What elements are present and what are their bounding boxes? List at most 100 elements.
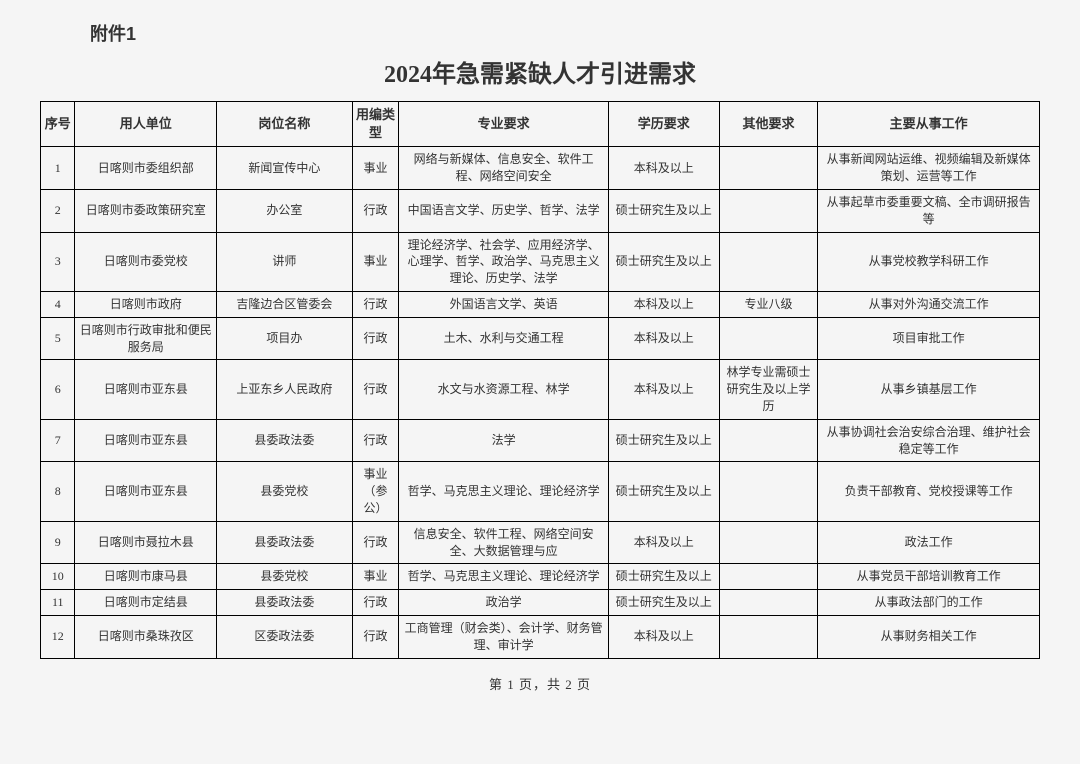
cell-work: 从事起草市委重要文稿、全市调研报告等 <box>818 189 1040 232</box>
cell-other <box>719 232 818 291</box>
cell-post: 上亚东乡人民政府 <box>217 360 352 419</box>
cell-unit: 日喀则市委党校 <box>75 232 217 291</box>
cell-seq: 9 <box>41 521 75 564</box>
cell-unit: 日喀则市桑珠孜区 <box>75 615 217 658</box>
page-title: 2024年急需紧缺人才引进需求 <box>40 54 1040 89</box>
cell-seq: 3 <box>41 232 75 291</box>
table-header-row: 序号 用人单位 岗位名称 用编类型 专业要求 学历要求 其他要求 主要从事工作 <box>41 102 1040 147</box>
cell-post: 讲师 <box>217 232 352 291</box>
header-other: 其他要求 <box>719 102 818 147</box>
cell-major: 土木、水利与交通工程 <box>399 317 608 360</box>
header-seq: 序号 <box>41 102 75 147</box>
cell-post: 县委政法委 <box>217 590 352 616</box>
cell-major: 理论经济学、社会学、应用经济学、心理学、哲学、政治学、马克思主义理论、历史学、法… <box>399 232 608 291</box>
cell-post: 办公室 <box>217 189 352 232</box>
table-row: 2日喀则市委政策研究室办公室行政中国语言文学、历史学、哲学、法学硕士研究生及以上… <box>41 189 1040 232</box>
cell-other: 林学专业需硕士研究生及以上学历 <box>719 360 818 419</box>
header-type: 用编类型 <box>352 102 399 147</box>
cell-edu: 硕士研究生及以上 <box>608 564 719 590</box>
cell-major: 信息安全、软件工程、网络空间安全、大数据管理与应 <box>399 521 608 564</box>
cell-work: 从事乡镇基层工作 <box>818 360 1040 419</box>
cell-seq: 11 <box>41 590 75 616</box>
cell-type: 事业 <box>352 147 399 190</box>
cell-work: 从事新闻网站运维、视频编辑及新媒体策划、运营等工作 <box>818 147 1040 190</box>
table-row: 11日喀则市定结县县委政法委行政政治学硕士研究生及以上从事政法部门的工作 <box>41 590 1040 616</box>
cell-type: 行政 <box>352 291 399 317</box>
cell-unit: 日喀则市康马县 <box>75 564 217 590</box>
cell-seq: 10 <box>41 564 75 590</box>
table-row: 7日喀则市亚东县县委政法委行政法学硕士研究生及以上从事协调社会治安综合治理、维护… <box>41 419 1040 462</box>
cell-other <box>719 462 818 521</box>
cell-edu: 本科及以上 <box>608 360 719 419</box>
table-row: 4日喀则市政府吉隆边合区管委会行政外国语言文学、英语本科及以上专业八级从事对外沟… <box>41 291 1040 317</box>
cell-major: 法学 <box>399 419 608 462</box>
cell-type: 行政 <box>352 615 399 658</box>
cell-post: 新闻宣传中心 <box>217 147 352 190</box>
header-post: 岗位名称 <box>217 102 352 147</box>
cell-seq: 8 <box>41 462 75 521</box>
cell-other <box>719 189 818 232</box>
cell-other <box>719 147 818 190</box>
cell-work: 从事党校教学科研工作 <box>818 232 1040 291</box>
cell-other: 专业八级 <box>719 291 818 317</box>
cell-edu: 本科及以上 <box>608 291 719 317</box>
header-work: 主要从事工作 <box>818 102 1040 147</box>
cell-edu: 硕士研究生及以上 <box>608 189 719 232</box>
cell-unit: 日喀则市亚东县 <box>75 462 217 521</box>
cell-other <box>719 317 818 360</box>
requirements-table: 序号 用人单位 岗位名称 用编类型 专业要求 学历要求 其他要求 主要从事工作 … <box>40 101 1040 659</box>
header-unit: 用人单位 <box>75 102 217 147</box>
cell-edu: 本科及以上 <box>608 147 719 190</box>
cell-other <box>719 419 818 462</box>
cell-major: 外国语言文学、英语 <box>399 291 608 317</box>
cell-major: 政治学 <box>399 590 608 616</box>
cell-edu: 本科及以上 <box>608 615 719 658</box>
cell-unit: 日喀则市委政策研究室 <box>75 189 217 232</box>
cell-seq: 6 <box>41 360 75 419</box>
table-row: 12日喀则市桑珠孜区区委政法委行政工商管理（财会类）、会计学、财务管理、审计学本… <box>41 615 1040 658</box>
cell-type: 行政 <box>352 189 399 232</box>
cell-other <box>719 564 818 590</box>
pagination: 第 1 页，共 2 页 <box>40 674 1040 693</box>
cell-major: 中国语言文学、历史学、哲学、法学 <box>399 189 608 232</box>
cell-type: 行政 <box>352 419 399 462</box>
cell-unit: 日喀则市定结县 <box>75 590 217 616</box>
header-major: 专业要求 <box>399 102 608 147</box>
cell-work: 从事政法部门的工作 <box>818 590 1040 616</box>
cell-work: 从事党员干部培训教育工作 <box>818 564 1040 590</box>
cell-edu: 硕士研究生及以上 <box>608 232 719 291</box>
cell-major: 网络与新媒体、信息安全、软件工程、网络空间安全 <box>399 147 608 190</box>
cell-major: 工商管理（财会类）、会计学、财务管理、审计学 <box>399 615 608 658</box>
cell-type: 行政 <box>352 521 399 564</box>
cell-post: 区委政法委 <box>217 615 352 658</box>
cell-work: 项目审批工作 <box>818 317 1040 360</box>
cell-work: 负责干部教育、党校授课等工作 <box>818 462 1040 521</box>
cell-edu: 硕士研究生及以上 <box>608 462 719 521</box>
attachment-label: 附件1 <box>90 20 1040 46</box>
cell-edu: 本科及以上 <box>608 521 719 564</box>
cell-type: 行政 <box>352 317 399 360</box>
cell-post: 项目办 <box>217 317 352 360</box>
cell-type: 事业 <box>352 232 399 291</box>
cell-type: 事业（参公） <box>352 462 399 521</box>
cell-work: 从事对外沟通交流工作 <box>818 291 1040 317</box>
cell-type: 行政 <box>352 360 399 419</box>
cell-edu: 硕士研究生及以上 <box>608 419 719 462</box>
cell-type: 事业 <box>352 564 399 590</box>
cell-edu: 本科及以上 <box>608 317 719 360</box>
cell-seq: 12 <box>41 615 75 658</box>
cell-work: 从事财务相关工作 <box>818 615 1040 658</box>
cell-unit: 日喀则市亚东县 <box>75 360 217 419</box>
cell-post: 县委党校 <box>217 564 352 590</box>
cell-major: 哲学、马克思主义理论、理论经济学 <box>399 462 608 521</box>
cell-other <box>719 590 818 616</box>
cell-post: 吉隆边合区管委会 <box>217 291 352 317</box>
cell-unit: 日喀则市聂拉木县 <box>75 521 217 564</box>
table-row: 8日喀则市亚东县县委党校事业（参公）哲学、马克思主义理论、理论经济学硕士研究生及… <box>41 462 1040 521</box>
cell-seq: 5 <box>41 317 75 360</box>
cell-edu: 硕士研究生及以上 <box>608 590 719 616</box>
cell-unit: 日喀则市亚东县 <box>75 419 217 462</box>
cell-unit: 日喀则市委组织部 <box>75 147 217 190</box>
cell-unit: 日喀则市行政审批和便民服务局 <box>75 317 217 360</box>
table-row: 1日喀则市委组织部新闻宣传中心事业网络与新媒体、信息安全、软件工程、网络空间安全… <box>41 147 1040 190</box>
